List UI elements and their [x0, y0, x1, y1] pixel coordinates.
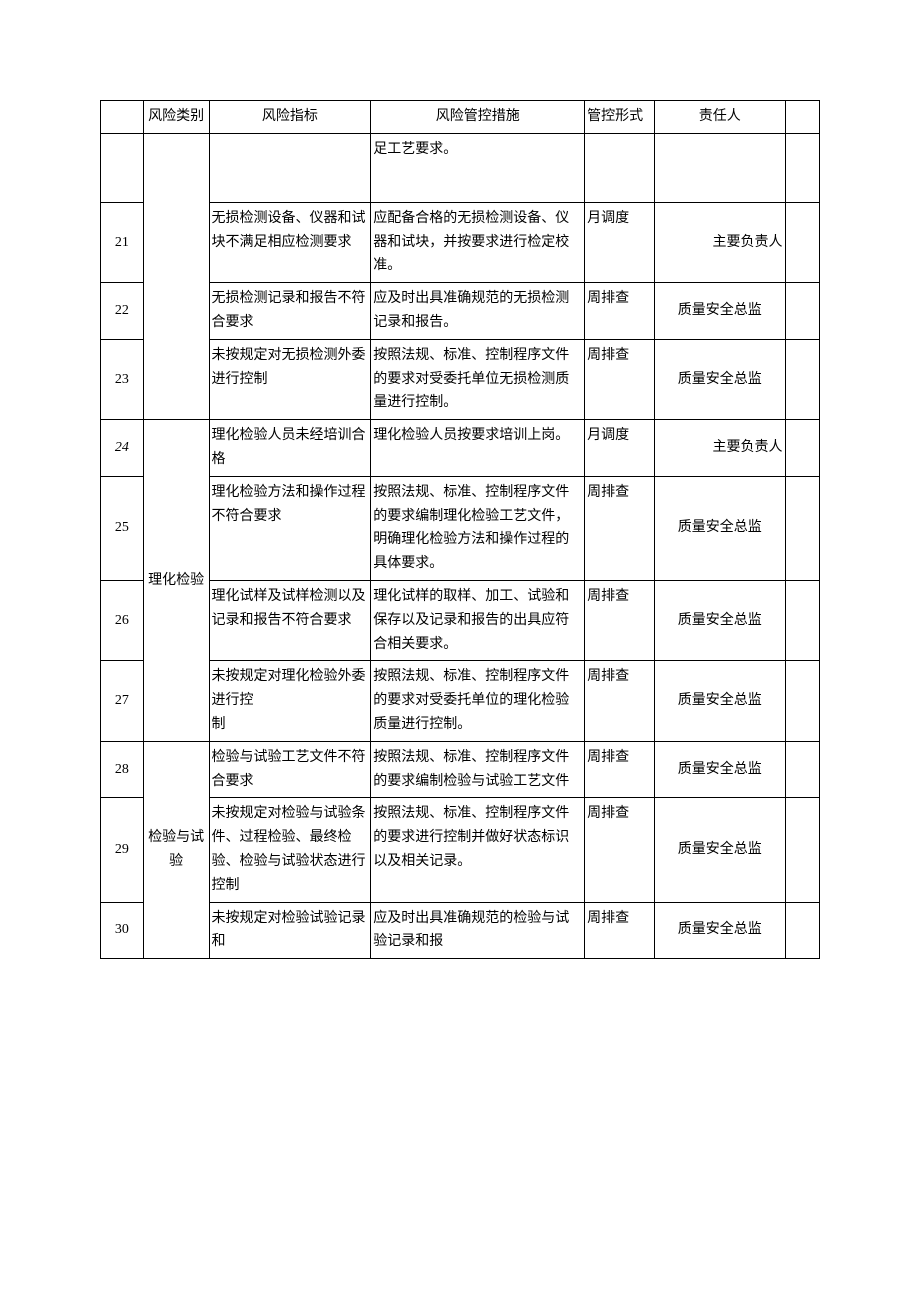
form-cell: 周排查 — [585, 661, 655, 741]
responsible-cell: 质量安全总监 — [655, 283, 785, 340]
trailing-cell — [785, 133, 819, 202]
table-row: 24理化检验理化检验人员未经培训合格理化检验人员按要求培训上岗。月调度主要负责人 — [101, 420, 820, 477]
trailing-cell — [785, 476, 819, 580]
row-number: 22 — [101, 283, 144, 340]
table-row: 29 未按规定对检验与试验条件、过程检验、最终检验、检验与试验状态进行控制按照法规… — [101, 798, 820, 902]
row-number: 29 — [101, 798, 144, 902]
form-cell: 周排查 — [585, 902, 655, 959]
table-row: 足工艺要求。 — [101, 133, 820, 202]
table-row: 27 未按规定对理化检验外委进行控 制按照法规、标准、控制程序文件的要求对受委托单… — [101, 661, 820, 741]
row-number — [101, 133, 144, 202]
measure-cell: 理化试样的取样、加工、试验和保存以及记录和报告的出具应符合相关要求。 — [371, 580, 585, 660]
row-number: 25 — [101, 476, 144, 580]
category-cell — [143, 133, 209, 419]
measure-cell: 应及时出具准确规范的检验与试验记录和报 — [371, 902, 585, 959]
indicator-cell: 未按规定对检验与试验条件、过程检验、最终检验、检验与试验状态进行控制 — [209, 798, 371, 902]
indicator-cell: 无损检测记录和报告不符合要求 — [209, 283, 371, 340]
trailing-cell — [785, 420, 819, 477]
col-resp: 责任人 — [655, 101, 785, 134]
trailing-cell — [785, 283, 819, 340]
row-number: 23 — [101, 339, 144, 419]
form-cell: 周排查 — [585, 283, 655, 340]
responsible-cell: 质量安全总监 — [655, 339, 785, 419]
table-row: 30 未按规定对检验试验记录和应及时出具准确规范的检验与试验记录和报周排查质量安全… — [101, 902, 820, 959]
trailing-cell — [785, 202, 819, 282]
form-cell: 周排查 — [585, 741, 655, 798]
form-cell — [585, 133, 655, 202]
form-cell: 周排查 — [585, 339, 655, 419]
indicator-cell: 未按规定对理化检验外委进行控 制 — [209, 661, 371, 741]
responsible-cell — [655, 133, 785, 202]
indicator-cell: 无损检测设备、仪器和试块不满足相应检测要求 — [209, 202, 371, 282]
measure-cell: 按照法规、标准、控制程序文件的要求编制理化检验工艺文件，明确理化检验方法和操作过… — [371, 476, 585, 580]
responsible-cell: 质量安全总监 — [655, 661, 785, 741]
row-number: 21 — [101, 202, 144, 282]
table-row: 23 未按规定对无损检测外委进行控制按照法规、标准、控制程序文件的要求对受委托单位… — [101, 339, 820, 419]
row-number: 27 — [101, 661, 144, 741]
category-cell: 检验与试验 — [143, 741, 209, 958]
indicator-cell: 理化检验人员未经培训合格 — [209, 420, 371, 477]
trailing-cell — [785, 902, 819, 959]
header-row: 风险类别 风险指标 风险管控措施 管控形式 责任人 — [101, 101, 820, 134]
category-cell: 理化检验 — [143, 420, 209, 742]
measure-cell: 理化检验人员按要求培训上岗。 — [371, 420, 585, 477]
row-number: 24 — [101, 420, 144, 477]
indicator-cell: 理化检验方法和操作过程不符合要求 — [209, 476, 371, 580]
measure-cell: 按照法规、标准、控制程序文件的要求对受委托单位的理化检验质量进行控制。 — [371, 661, 585, 741]
indicator-cell: 检验与试验工艺文件不符合要求 — [209, 741, 371, 798]
risk-table: 风险类别 风险指标 风险管控措施 管控形式 责任人 足工艺要求。 21 无损检测设备… — [100, 100, 820, 959]
row-number: 30 — [101, 902, 144, 959]
indicator-cell: 理化试样及试样检测以及记录和报告不符合要求 — [209, 580, 371, 660]
responsible-cell: 质量安全总监 — [655, 902, 785, 959]
col-category: 风险类别 — [143, 101, 209, 134]
col-measure: 风险管控措施 — [371, 101, 585, 134]
measure-cell: 按照法规、标准、控制程序文件的要求进行控制并做好状态标识以及相关记录。 — [371, 798, 585, 902]
table-row: 21 无损检测设备、仪器和试块不满足相应检测要求应配备合格的无损检测设备、仪器和试… — [101, 202, 820, 282]
form-cell: 月调度 — [585, 420, 655, 477]
trailing-cell — [785, 339, 819, 419]
responsible-cell: 主要负责人 — [655, 420, 785, 477]
trailing-cell — [785, 661, 819, 741]
form-cell: 周排查 — [585, 476, 655, 580]
table-row: 28检验与试验检验与试验工艺文件不符合要求按照法规、标准、控制程序文件的要求编制… — [101, 741, 820, 798]
responsible-cell: 质量安全总监 — [655, 798, 785, 902]
trailing-cell — [785, 798, 819, 902]
table-row: 26 理化试样及试样检测以及记录和报告不符合要求理化试样的取样、加工、试验和保存以… — [101, 580, 820, 660]
responsible-cell: 质量安全总监 — [655, 580, 785, 660]
col-form: 管控形式 — [585, 101, 655, 134]
indicator-cell: 未按规定对检验试验记录和 — [209, 902, 371, 959]
responsible-cell: 主要负责人 — [655, 202, 785, 282]
trailing-cell — [785, 580, 819, 660]
measure-cell: 按照法规、标准、控制程序文件的要求编制检验与试验工艺文件 — [371, 741, 585, 798]
col-indicator: 风险指标 — [209, 101, 371, 134]
col-num — [101, 101, 144, 134]
measure-cell: 应及时出具准确规范的无损检测记录和报告。 — [371, 283, 585, 340]
responsible-cell: 质量安全总监 — [655, 741, 785, 798]
responsible-cell: 质量安全总监 — [655, 476, 785, 580]
row-number: 26 — [101, 580, 144, 660]
row-number: 28 — [101, 741, 144, 798]
measure-cell: 足工艺要求。 — [371, 133, 585, 202]
measure-cell: 按照法规、标准、控制程序文件的要求对受委托单位无损检测质量进行控制。 — [371, 339, 585, 419]
table-row: 22 无损检测记录和报告不符合要求应及时出具准确规范的无损检测记录和报告。周排查质… — [101, 283, 820, 340]
form-cell: 周排查 — [585, 580, 655, 660]
col-last — [785, 101, 819, 134]
indicator-cell: 未按规定对无损检测外委进行控制 — [209, 339, 371, 419]
measure-cell: 应配备合格的无损检测设备、仪器和试块，并按要求进行检定校准。 — [371, 202, 585, 282]
table-row: 25 理化检验方法和操作过程不符合要求按照法规、标准、控制程序文件的要求编制理化检… — [101, 476, 820, 580]
form-cell: 周排查 — [585, 798, 655, 902]
form-cell: 月调度 — [585, 202, 655, 282]
trailing-cell — [785, 741, 819, 798]
indicator-cell — [209, 133, 371, 202]
